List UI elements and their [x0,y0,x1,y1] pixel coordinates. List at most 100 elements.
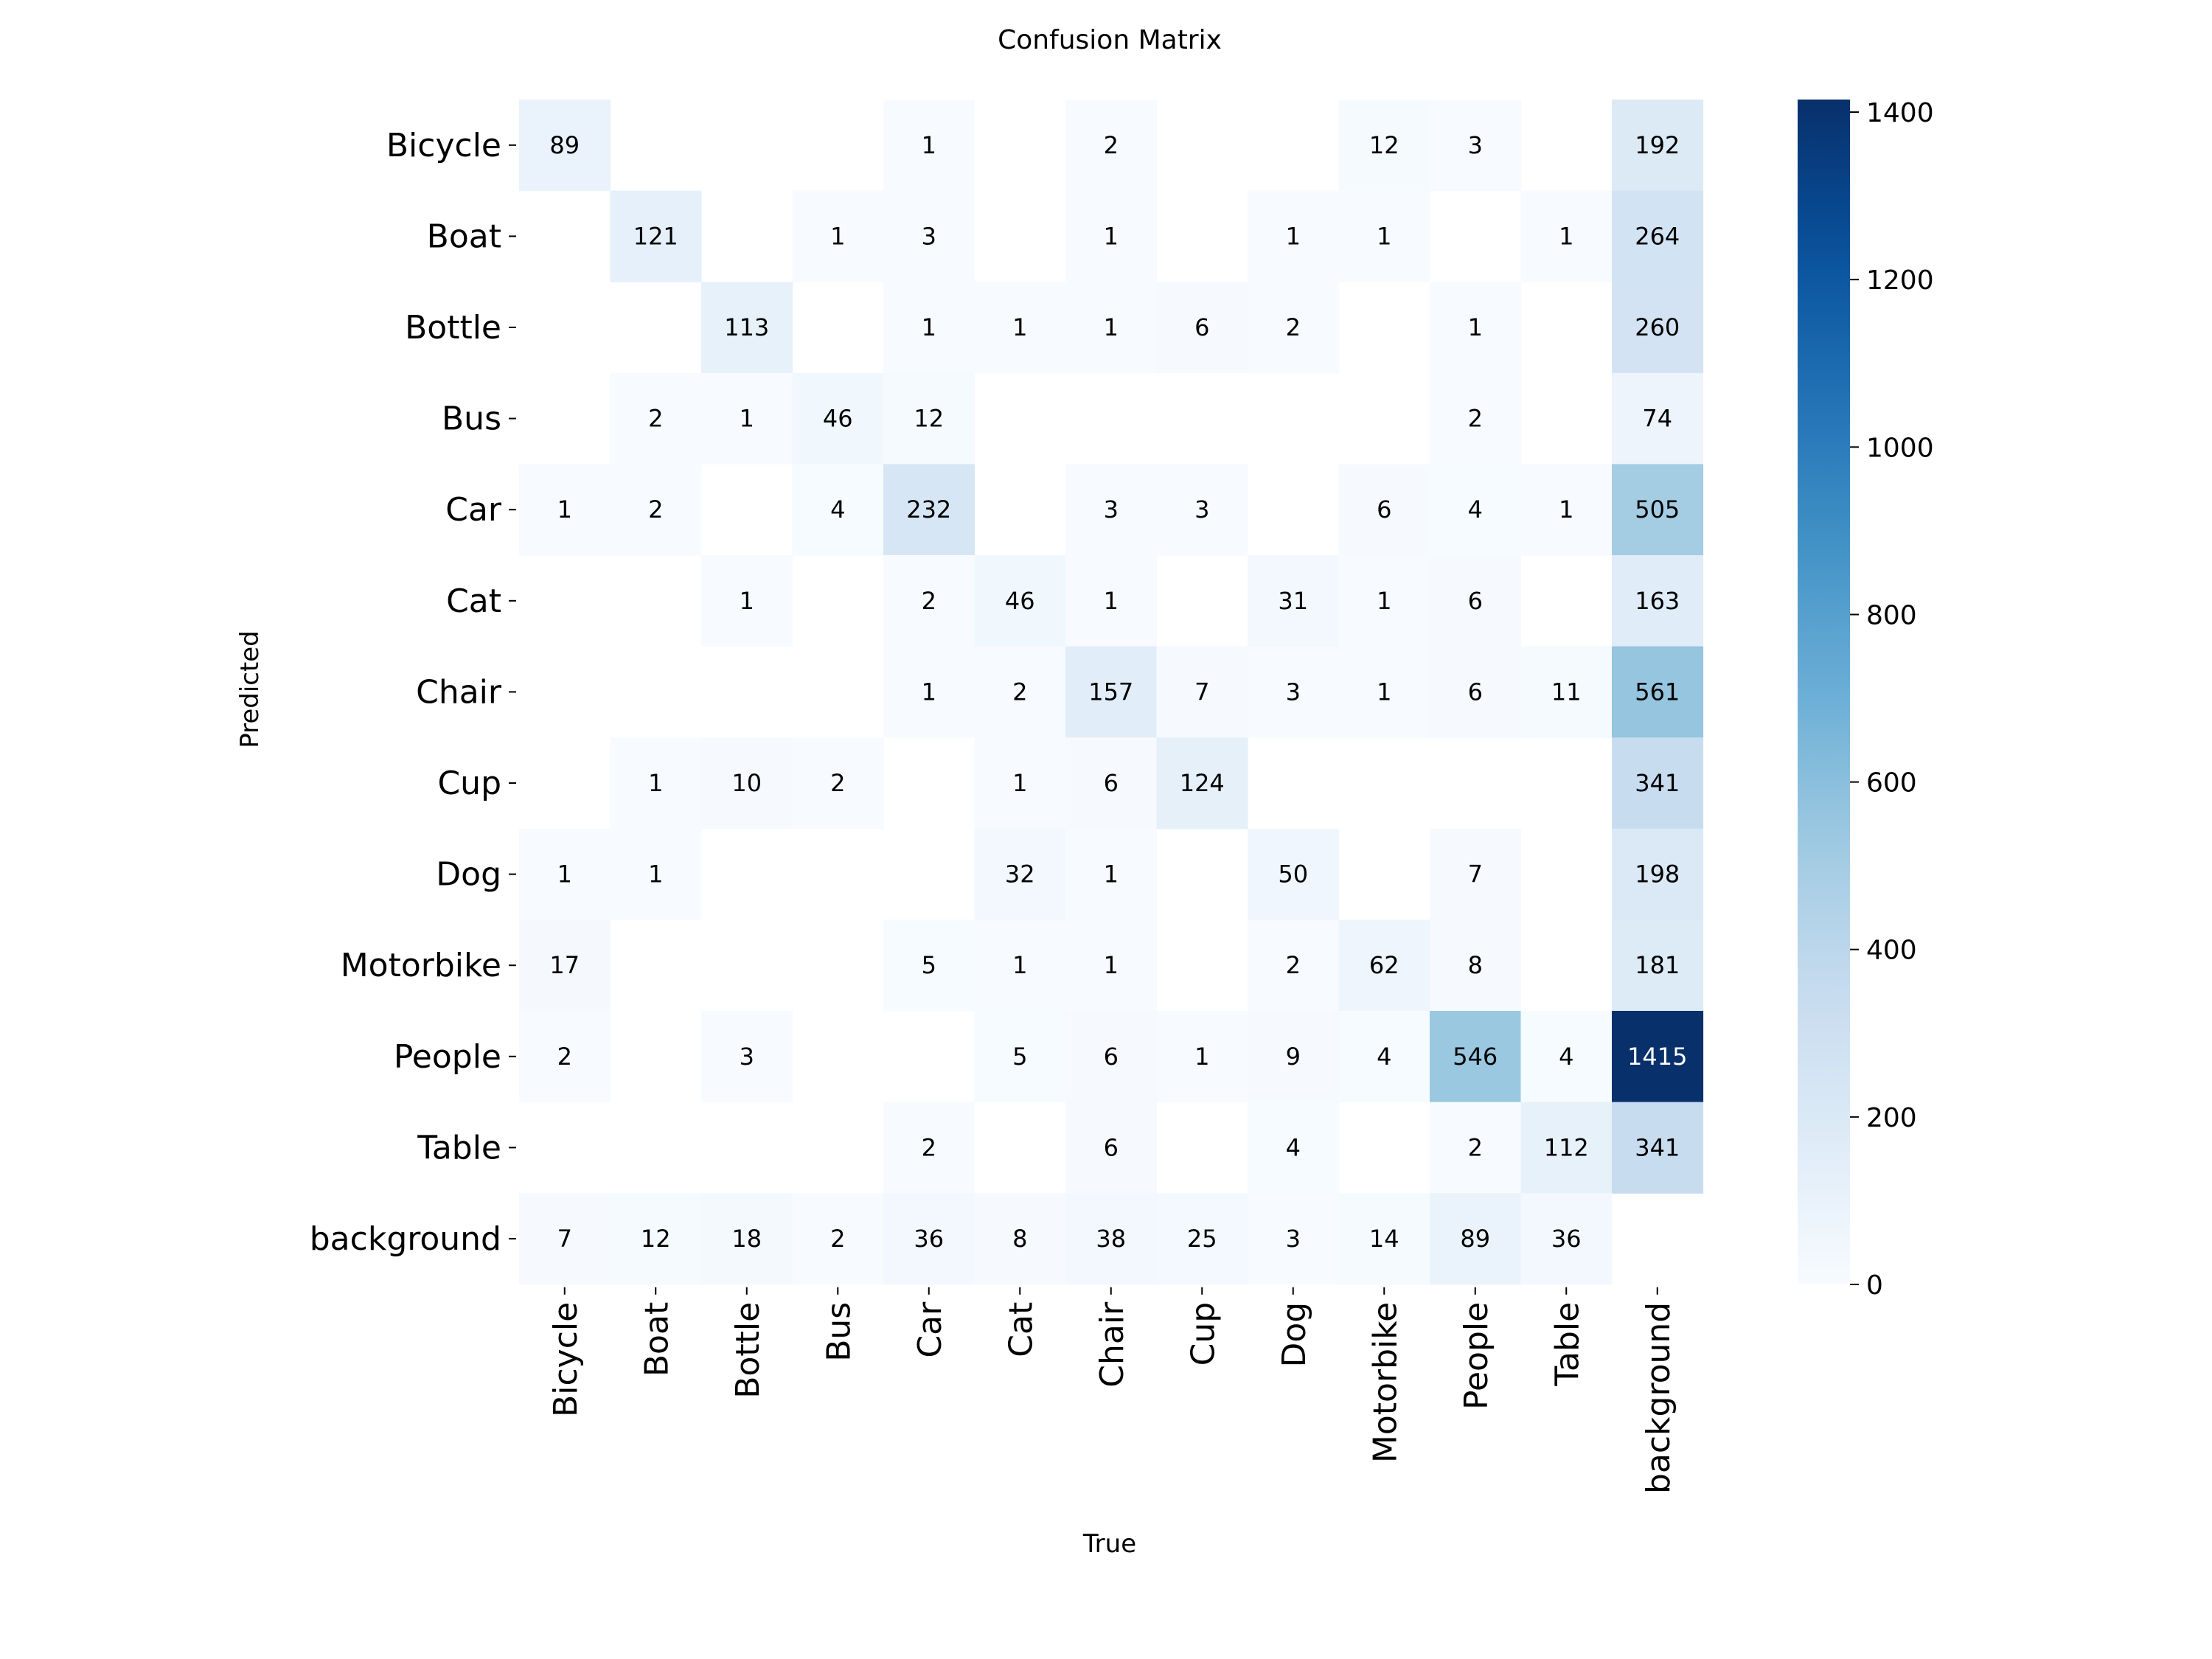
y-axis-title: Predicted [235,630,265,748]
heatmap-cell [1156,282,1248,374]
cell-value-label: 7 [1468,860,1483,888]
heatmap-cell [1430,1102,1522,1194]
cell-value-label: 38 [1096,1225,1126,1253]
heatmap-cell [883,1193,975,1285]
heatmap-cell [1248,282,1340,374]
cell-value-label: 5 [922,951,936,979]
cell-value-label: 121 [633,222,678,250]
heatmap-cell [1430,464,1522,556]
cell-value-label: 11 [1551,678,1582,706]
cell-value-label: 3 [1468,131,1483,159]
x-tick-label: Chair [1093,1301,1131,1388]
y-tick-label: Chair [416,673,502,711]
heatmap-cell [1065,919,1158,1012]
cell-value-label: 89 [1460,1225,1490,1253]
heatmap-cell [1065,1011,1158,1103]
cell-value-label: 10 [731,769,762,797]
heatmap-cell [1612,282,1704,374]
heatmap-cell [1248,1011,1340,1103]
heatmap-cell [1338,464,1430,556]
x-tick-label: Boat [638,1302,675,1377]
heatmap-cell [883,646,975,738]
heatmap-cell [974,737,1066,830]
cell-value-label: 46 [1005,587,1035,615]
cell-value-label: 1 [830,222,845,250]
x-axis-title: True [1082,1529,1136,1559]
cell-value-label: 1 [922,313,936,341]
y-tick-label: People [394,1038,501,1076]
cell-value-label: 2 [830,1225,845,1253]
cell-value-label: 341 [1635,769,1680,797]
y-tick-label: Boat [427,218,501,255]
cell-value-label: 1415 [1627,1043,1687,1071]
cell-value-label: 1 [922,678,936,706]
cell-value-label: 1 [1012,313,1027,341]
heatmap-cell [883,100,975,192]
y-tick-label: Dog [436,856,501,894]
heatmap-cell [701,555,793,647]
cell-value-label: 1 [1286,222,1301,250]
cell-value-label: 1 [1559,495,1573,524]
heatmap-cell [1248,1102,1340,1194]
cell-value-label: 1 [557,495,572,524]
y-tick-label: Cup [437,765,501,802]
heatmap-cell [1156,1193,1248,1285]
heatmap-cell [701,282,793,374]
cell-value-label: 232 [906,495,951,524]
heatmap-cell [701,737,793,830]
cell-value-label: 74 [1642,405,1672,433]
cell-value-label: 3 [740,1043,754,1071]
heatmap-cell [1338,919,1430,1012]
x-tick-label: Cat [1002,1302,1040,1357]
cell-value-label: 1 [1194,1043,1209,1071]
cell-value-label: 6 [1468,678,1483,706]
cell-value-label: 2 [557,1043,572,1071]
heatmap-cell [701,1011,793,1103]
x-tick-label: Bus [820,1302,858,1362]
heatmap-cell [1430,1193,1522,1285]
cell-value-label: 561 [1635,678,1680,706]
x-tick-label: Cup [1184,1302,1222,1366]
cell-value-label: 17 [549,951,580,979]
x-tick-label: Dog [1276,1302,1313,1368]
heatmap-cell [974,828,1066,920]
heatmap-cell [610,737,702,830]
heatmap-cell [519,1193,611,1285]
colorbar-tick-label: 200 [1866,1103,1917,1133]
heatmap-cell [1065,464,1158,556]
heatmap-cell [1065,828,1158,920]
cell-value-label: 6 [1194,313,1209,341]
cell-value-label: 4 [1468,495,1483,524]
heatmap-cell [701,372,793,465]
y-tick-label: background [310,1220,501,1258]
cell-value-label: 4 [1286,1133,1301,1161]
cell-value-label: 546 [1453,1043,1498,1071]
y-tick-label: Table [417,1129,501,1166]
cell-value-label: 157 [1088,678,1133,706]
heatmap-cell [883,919,975,1012]
x-tick-label: Car [911,1301,949,1358]
heatmap-cell [883,282,975,374]
heatmap-cell [792,372,884,465]
cell-value-label: 46 [823,405,853,433]
heatmap-cell [974,1193,1066,1285]
colorbar-tick-label: 400 [1866,936,1917,966]
cell-value-label: 2 [1104,131,1119,159]
heatmap-cell [1065,646,1158,738]
heatmap-cell [1520,1011,1613,1103]
x-axis-ticks: Bicycle Boat Bottle Bus Car Cat Chair Cup Dog Mot… [547,1287,1677,1494]
heatmap-cell [1248,1193,1340,1285]
heatmap-cell [519,828,611,920]
heatmap-cell [1248,919,1340,1012]
cell-value-label: 5 [1012,1043,1027,1071]
heatmap-cell [1430,555,1522,647]
heatmap-cell [1612,372,1704,465]
heatmap-cell [974,919,1066,1012]
cell-value-label: 2 [1468,1133,1483,1161]
cell-value-label: 4 [1559,1043,1573,1071]
heatmap-cell [519,100,611,192]
heatmap-cell [1248,828,1340,920]
heatmap-cell [974,1011,1066,1103]
cell-value-label: 1 [1104,313,1119,341]
heatmap-cell [1612,555,1704,647]
